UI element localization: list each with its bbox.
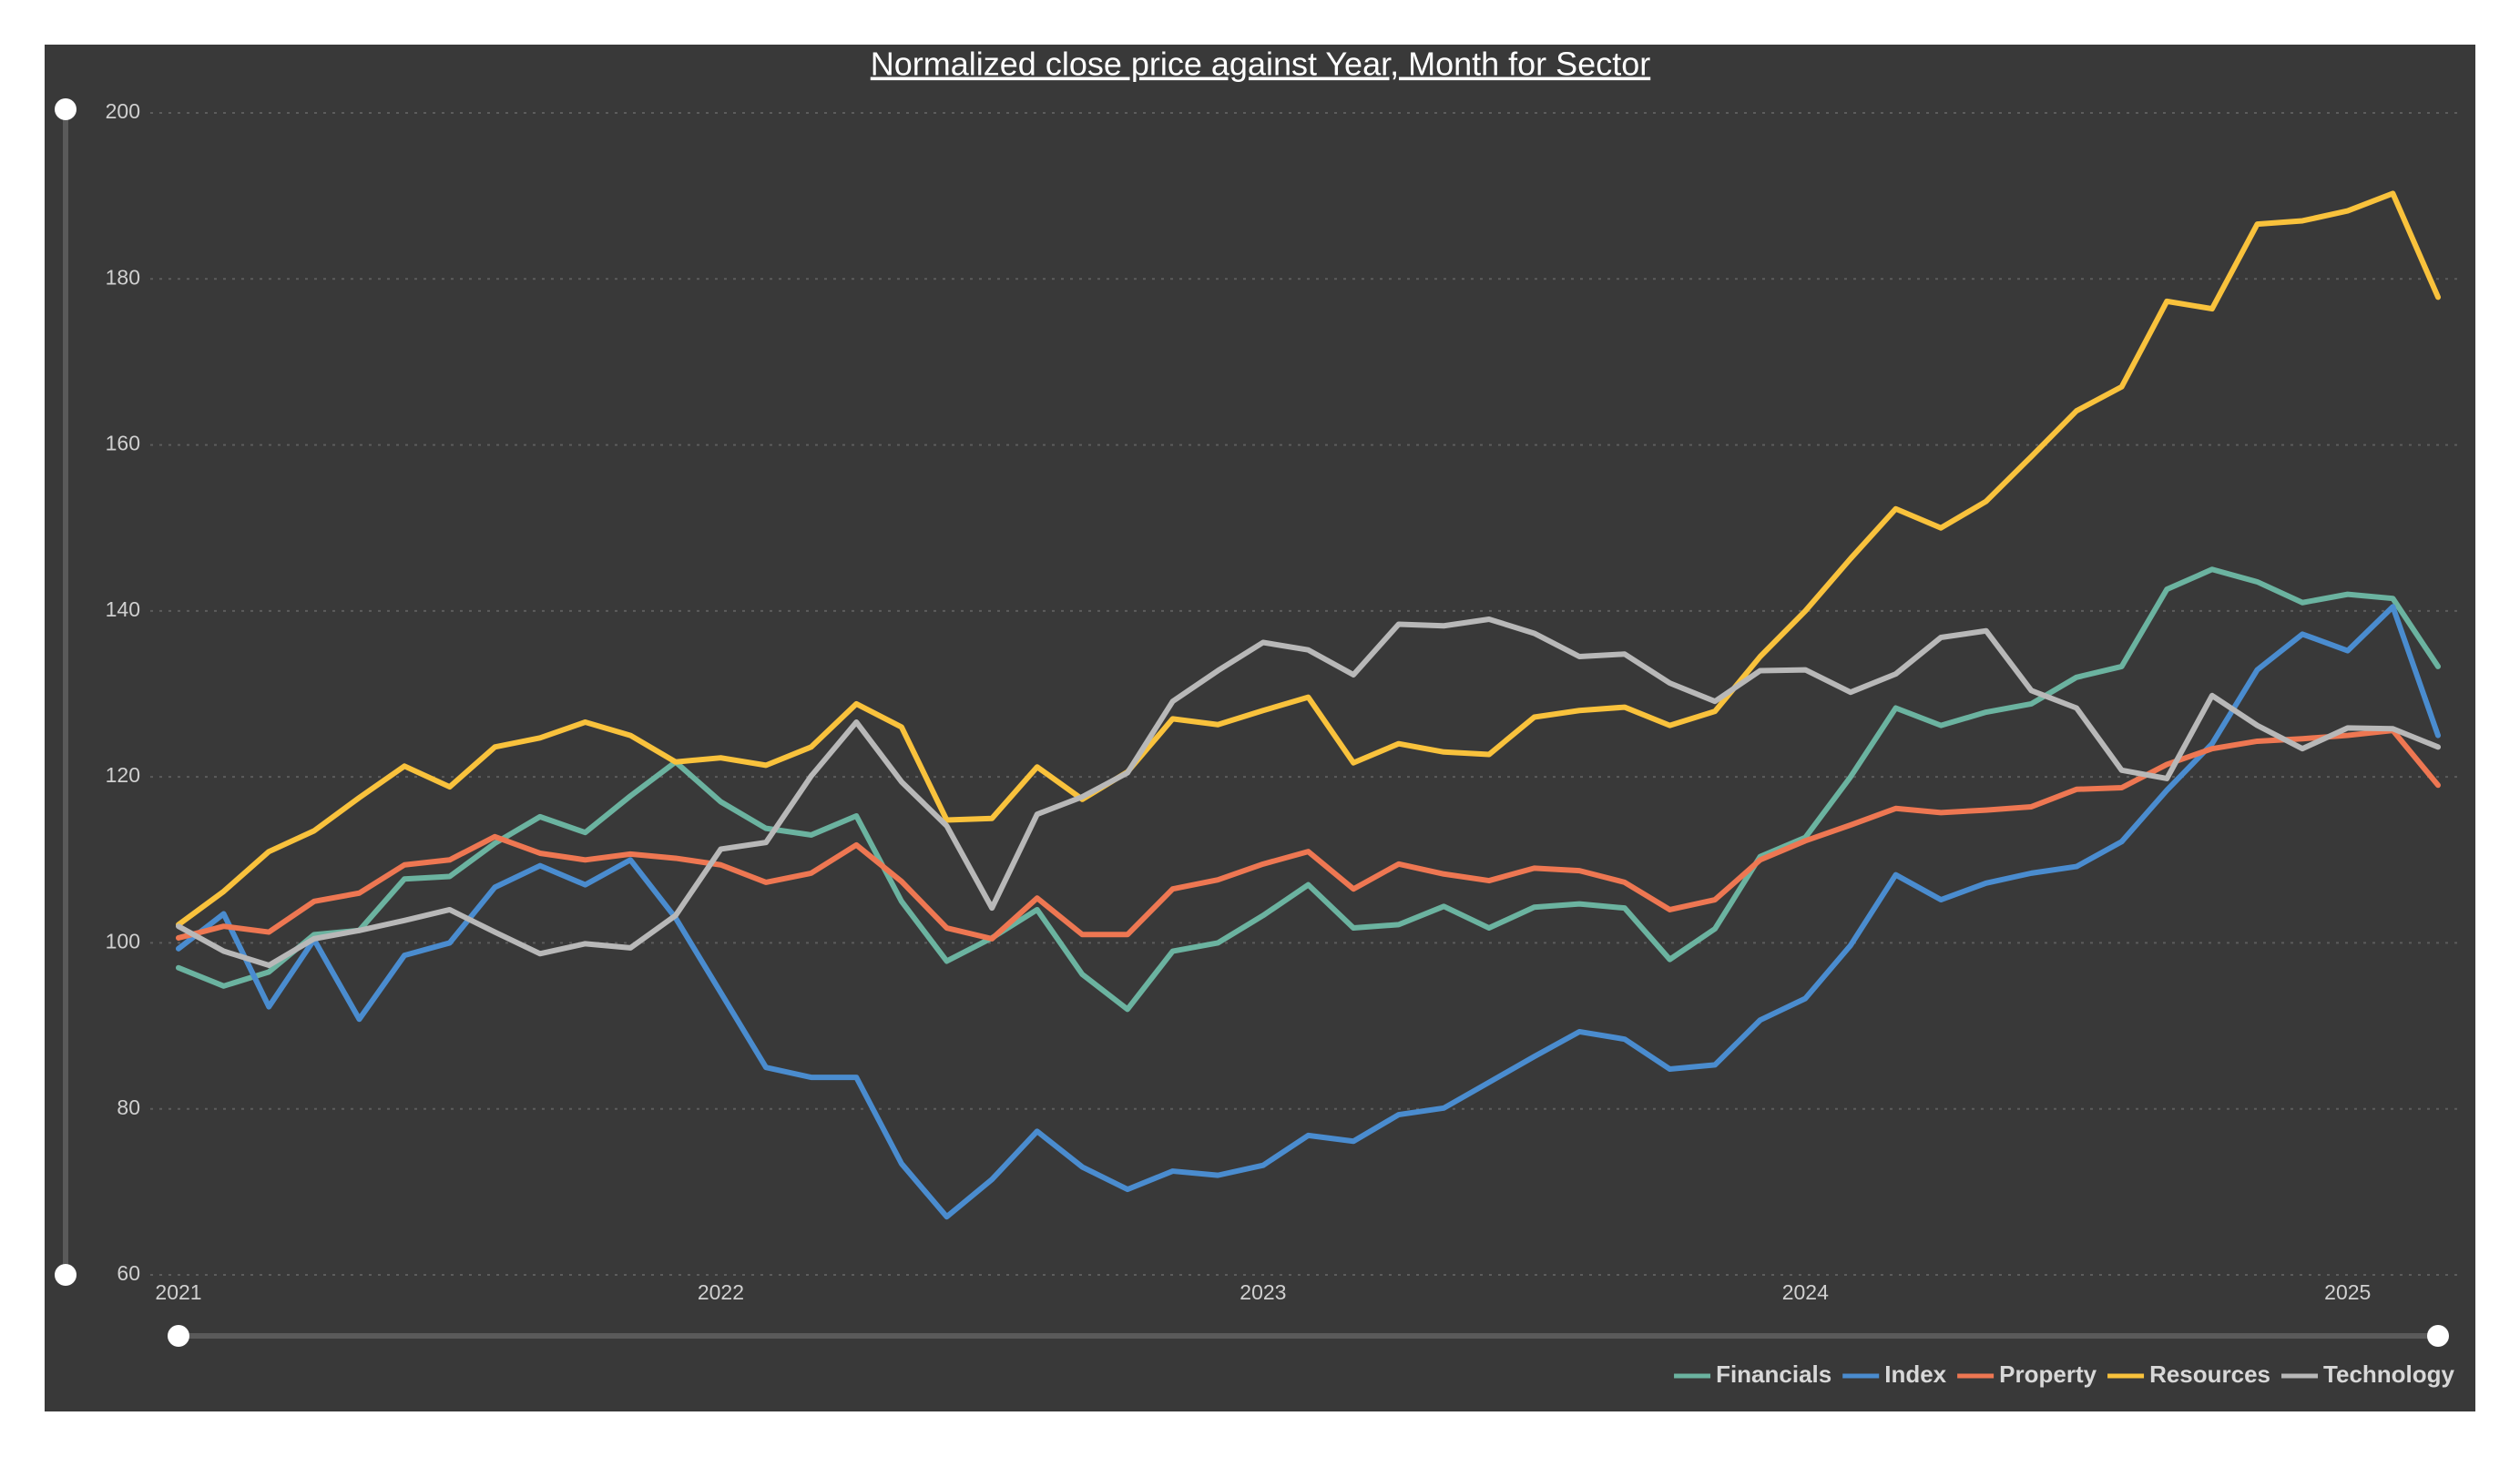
legend-label: Technology <box>2323 1360 2455 1388</box>
y-slider-handle[interactable] <box>55 98 77 120</box>
y-tick-label: 180 <box>106 265 140 289</box>
y-tick-label: 100 <box>106 930 140 953</box>
y-tick-label: 80 <box>117 1095 140 1119</box>
legend-label: Property <box>1999 1360 2097 1388</box>
legend-label: Financials <box>1716 1360 1831 1388</box>
x-tick-label: 2024 <box>1782 1280 1829 1304</box>
x-tick-label: 2021 <box>155 1280 201 1304</box>
chart-title: Normalized close price against Year, Mon… <box>871 46 1650 83</box>
series-line <box>176 616 2441 969</box>
x-tick-label: 2023 <box>1240 1280 1286 1304</box>
y-slider-handle[interactable] <box>55 1264 77 1286</box>
y-tick-label: 140 <box>106 597 140 621</box>
series-line <box>176 604 2441 1220</box>
legend-label: Index <box>1884 1360 1946 1388</box>
chart-panel <box>45 45 2475 1411</box>
legend-label: Resources <box>2149 1360 2270 1388</box>
x-slider-handle[interactable] <box>2427 1325 2449 1347</box>
series-line <box>176 728 2441 942</box>
series-line <box>176 566 2441 1013</box>
y-tick-label: 60 <box>117 1261 140 1285</box>
series-line <box>176 190 2441 928</box>
x-tick-label: 2025 <box>2324 1280 2371 1304</box>
y-tick-label: 200 <box>106 99 140 123</box>
x-slider-handle[interactable] <box>168 1325 189 1347</box>
legend: Financials Index Property Resources Technolo… <box>1674 1360 2455 1388</box>
x-tick-label: 2022 <box>698 1280 744 1304</box>
y-tick-label: 120 <box>106 763 140 787</box>
y-tick-label: 160 <box>106 432 140 455</box>
